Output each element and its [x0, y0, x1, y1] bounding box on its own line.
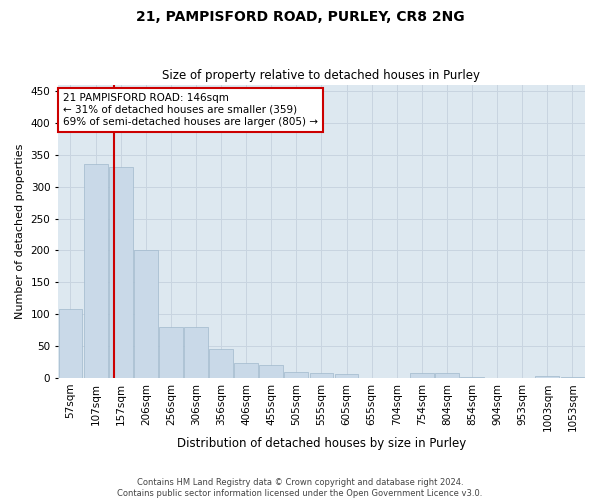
Text: 21, PAMPISFORD ROAD, PURLEY, CR8 2NG: 21, PAMPISFORD ROAD, PURLEY, CR8 2NG [136, 10, 464, 24]
Bar [159, 327, 183, 378]
Bar [134, 250, 158, 378]
Bar [310, 374, 334, 378]
Y-axis label: Number of detached properties: Number of detached properties [15, 144, 25, 319]
Bar [284, 372, 308, 378]
Bar [560, 376, 584, 378]
Bar [184, 327, 208, 378]
Bar [410, 373, 434, 378]
Bar [435, 374, 459, 378]
Bar [209, 348, 233, 378]
Title: Size of property relative to detached houses in Purley: Size of property relative to detached ho… [163, 69, 481, 82]
Bar [335, 374, 358, 378]
Bar [259, 365, 283, 378]
Text: 21 PAMPISFORD ROAD: 146sqm
← 31% of detached houses are smaller (359)
69% of sem: 21 PAMPISFORD ROAD: 146sqm ← 31% of deta… [63, 94, 318, 126]
Bar [535, 376, 559, 378]
X-axis label: Distribution of detached houses by size in Purley: Distribution of detached houses by size … [177, 437, 466, 450]
Bar [109, 168, 133, 378]
Bar [83, 164, 107, 378]
Text: Contains HM Land Registry data © Crown copyright and database right 2024.
Contai: Contains HM Land Registry data © Crown c… [118, 478, 482, 498]
Bar [59, 309, 82, 378]
Bar [234, 364, 258, 378]
